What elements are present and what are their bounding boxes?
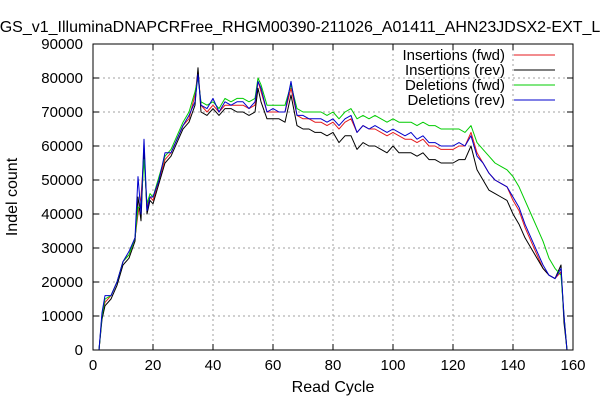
- y-tick-label: 30000: [41, 240, 83, 257]
- y-tick-label: 70000: [41, 104, 83, 121]
- y-tick-label: 90000: [41, 36, 83, 53]
- y-tick-label: 80000: [41, 70, 83, 87]
- series-line-2: [98, 67, 568, 351]
- x-tick-label: 120: [440, 357, 465, 374]
- legend-label: Deletions (rev): [407, 92, 505, 109]
- x-tick-label: 40: [205, 357, 222, 374]
- legend-label: Deletions (fwd): [405, 77, 505, 94]
- y-tick-label: 0: [75, 342, 83, 359]
- x-tick-label: 140: [500, 357, 525, 374]
- y-tick-label: 40000: [41, 206, 83, 223]
- x-tick-label: 80: [325, 357, 342, 374]
- series-line-4: [98, 74, 568, 351]
- x-tick-label: 60: [265, 357, 282, 374]
- chart-title: GS_v1_IlluminaDNAPCRFree_RHGM00390-21102…: [0, 19, 600, 36]
- y-tick-label: 60000: [41, 138, 83, 155]
- series-layer: [98, 67, 568, 351]
- x-tick-label: 100: [380, 357, 405, 374]
- axis-ticks: 0 10000 20000 30000 40000 50000 60000 70000 8000…: [41, 36, 585, 374]
- y-axis-label: Indel count: [4, 157, 21, 236]
- x-tick-label: 0: [89, 357, 97, 374]
- y-tick-label: 50000: [41, 172, 83, 189]
- x-tick-label: 160: [560, 357, 585, 374]
- legend: Insertions (fwd)Insertions (rev)Deletion…: [402, 47, 555, 109]
- x-tick-label: 20: [145, 357, 162, 374]
- y-tick-label: 10000: [41, 308, 83, 325]
- y-tick-label: 20000: [41, 274, 83, 291]
- legend-label: Insertions (fwd): [402, 47, 505, 64]
- legend-label: Insertions (rev): [405, 62, 505, 79]
- x-axis-label: Read Cycle: [292, 379, 375, 396]
